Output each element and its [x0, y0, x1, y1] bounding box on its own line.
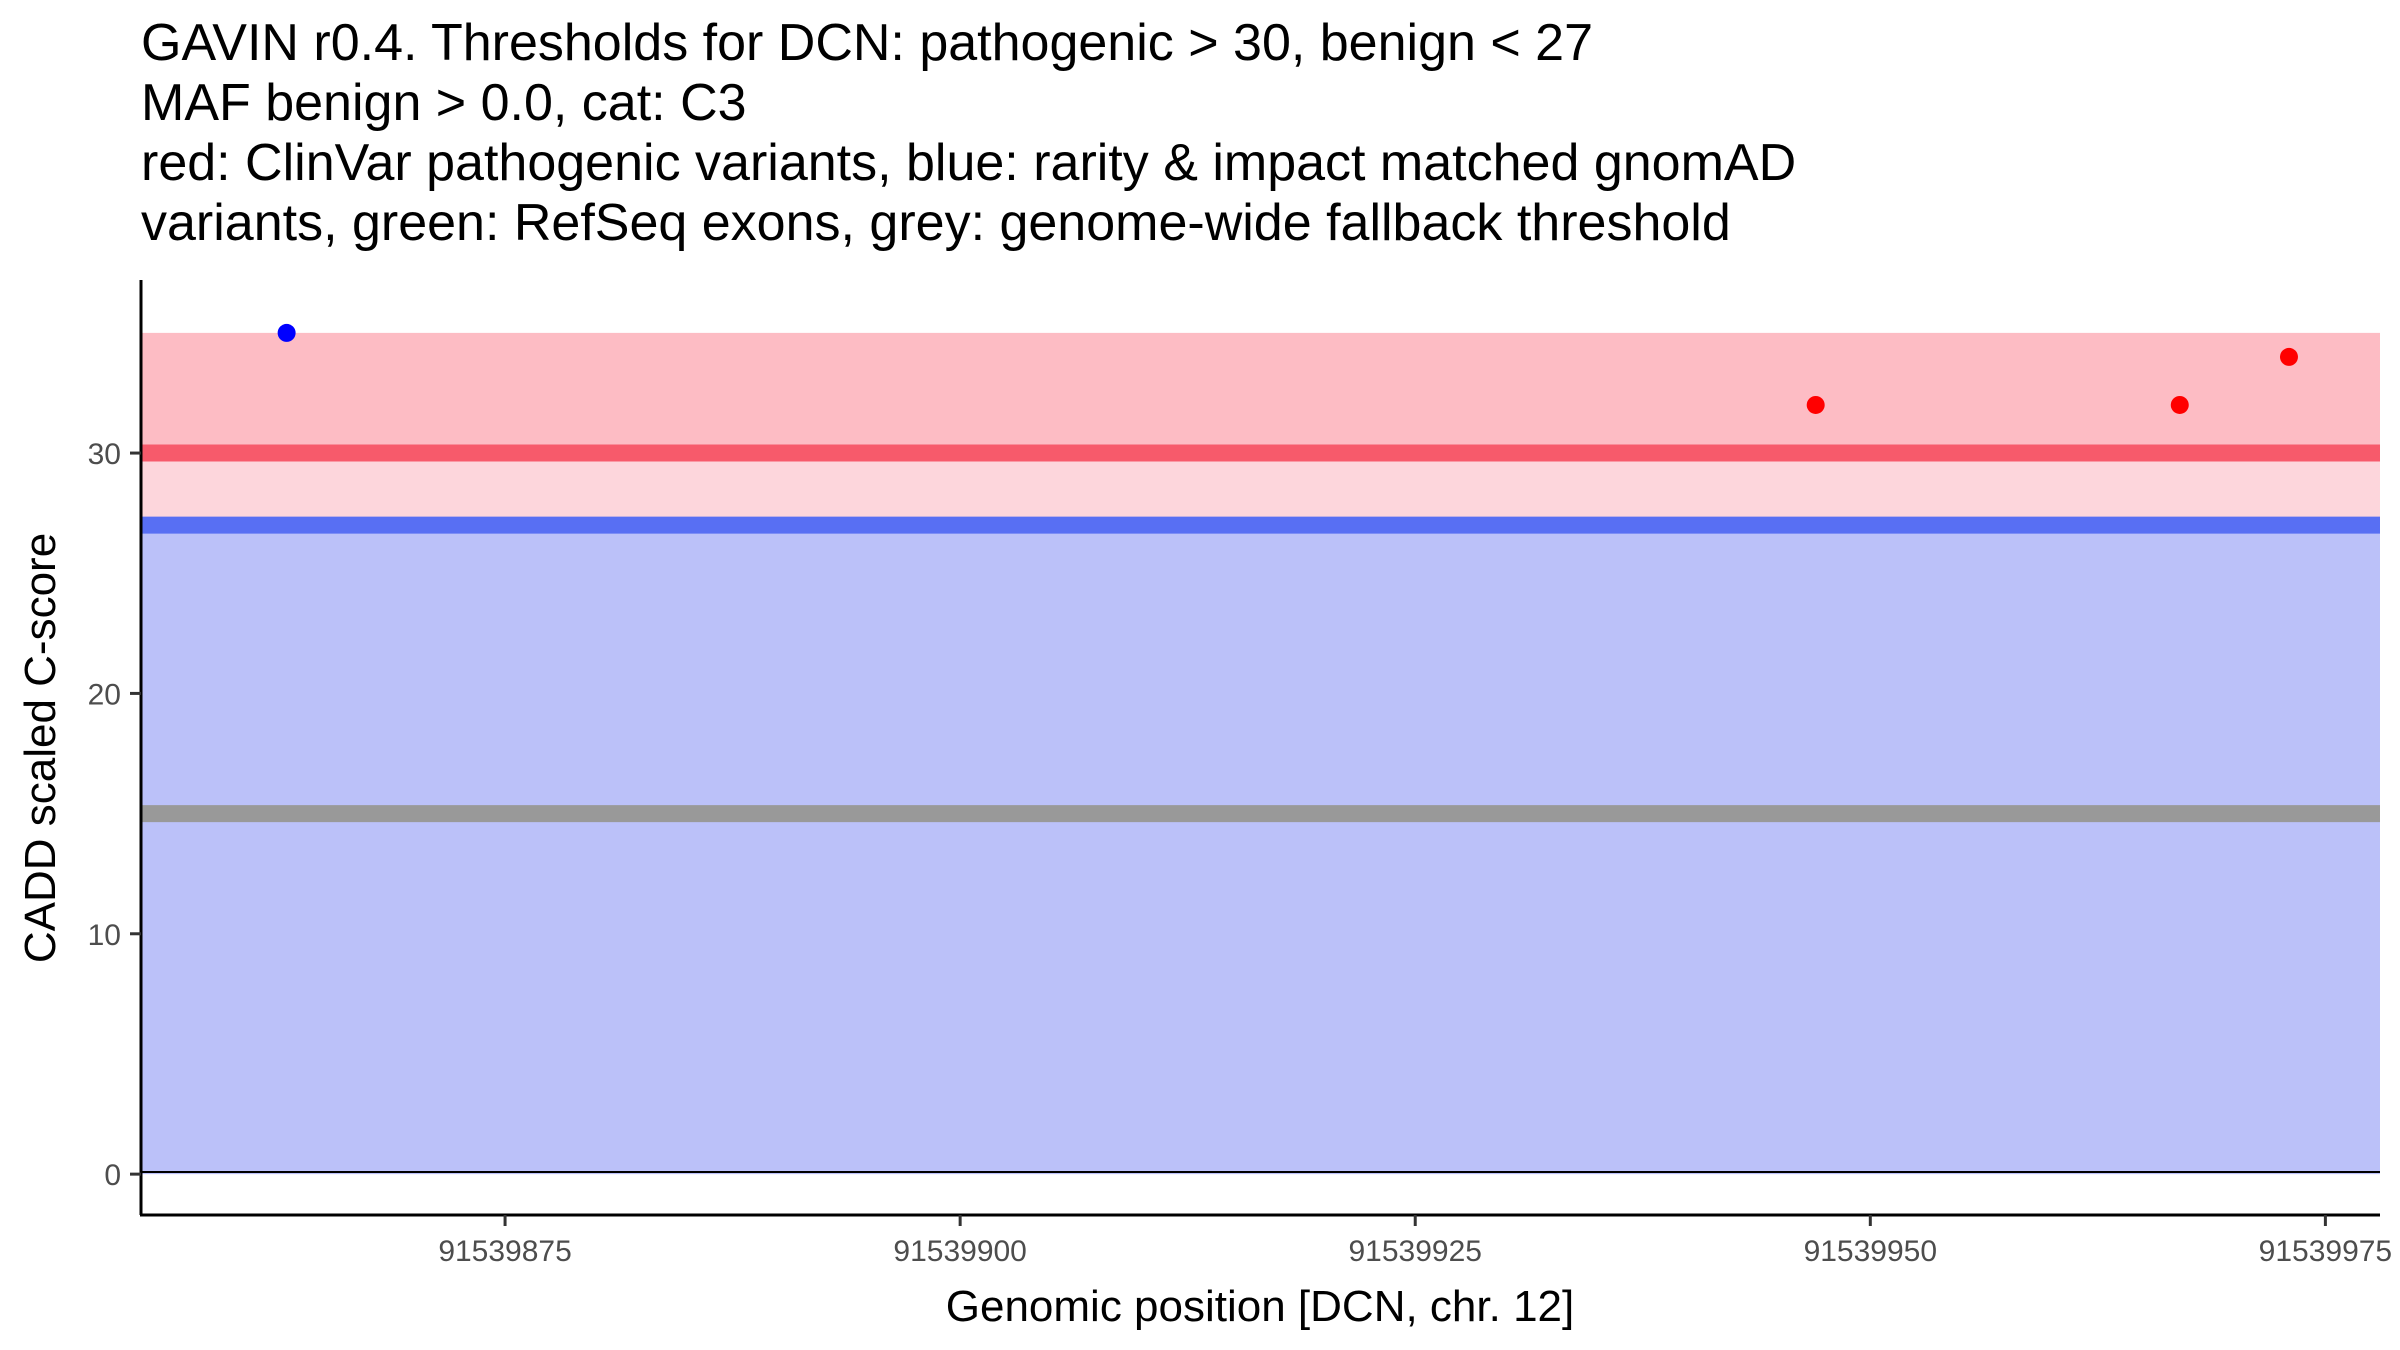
- variant-points: [277, 323, 2298, 414]
- benign-band: [141, 525, 2380, 1175]
- x-tick-label-2: 91539900: [893, 1235, 1026, 1268]
- x-tick-label-3: 91539925: [1348, 1235, 1481, 1268]
- x-axis-label: Genomic position [DCN, chr. 12]: [946, 1282, 1574, 1331]
- clinvar-pathogenic-point-2: [2170, 395, 2189, 414]
- threshold-bands: [141, 332, 2380, 1175]
- clinvar-pathogenic-point-1: [1806, 395, 1825, 414]
- y-axis-ticks: 0 10 20 30: [88, 438, 141, 1192]
- x-tick-label-1: 91539875: [438, 1235, 571, 1268]
- title-line-3: red: ClinVar pathogenic variants, blue: …: [141, 134, 1796, 192]
- y-tick-label-20: 20: [88, 678, 121, 711]
- y-tick-label-10: 10: [88, 919, 121, 952]
- x-tick-label-5: 91539975: [2259, 1235, 2392, 1268]
- title-line-2: MAF benign > 0.0, cat: C3: [141, 74, 747, 132]
- pathogenic-light-band: [141, 453, 2380, 526]
- chart-title: GAVIN r0.4. Thresholds for DCN: pathogen…: [141, 14, 1796, 252]
- y-axis-label: CADD scaled C-score: [16, 533, 65, 963]
- threshold-lines: [141, 444, 2380, 823]
- x-axis-ticks: 91539875 91539900 91539925 91539950 91539975: [438, 1215, 2392, 1268]
- title-line-4: variants, green: RefSeq exons, grey: gen…: [141, 194, 1731, 252]
- gnomad-variant-point-1: [277, 323, 296, 342]
- x-tick-label-4: 91539950: [1804, 1235, 1937, 1268]
- title-line-1: GAVIN r0.4. Thresholds for DCN: pathogen…: [141, 14, 1593, 72]
- pathogenic-dark-band: [141, 332, 2380, 454]
- y-tick-label-0: 0: [104, 1159, 121, 1192]
- y-tick-label-30: 30: [88, 438, 121, 471]
- clinvar-pathogenic-point-3: [2279, 347, 2298, 366]
